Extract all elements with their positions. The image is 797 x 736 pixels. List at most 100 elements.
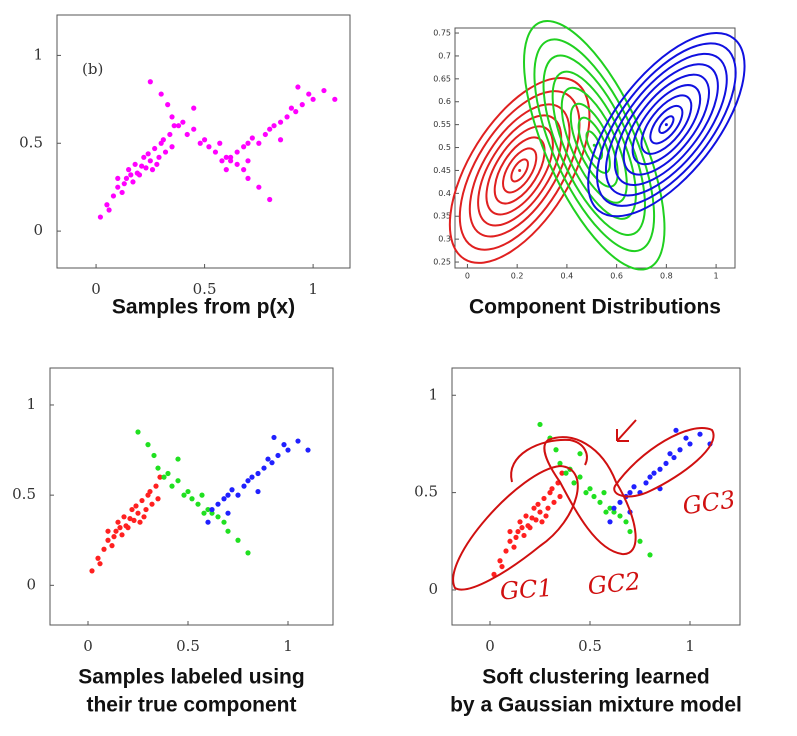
contour — [468, 103, 571, 238]
point — [265, 456, 271, 462]
handwritten-label: GC2 — [586, 567, 641, 600]
point — [119, 189, 125, 196]
point — [156, 154, 162, 160]
point — [154, 161, 160, 167]
point — [551, 499, 557, 505]
y-tick-label: 0 — [33, 221, 43, 239]
chart-title: Samples labeled using — [78, 666, 304, 689]
contour — [613, 63, 719, 187]
point — [306, 91, 312, 97]
point — [169, 144, 175, 150]
point — [623, 519, 629, 525]
point — [223, 167, 229, 173]
point — [199, 492, 205, 498]
point — [143, 506, 149, 513]
point — [131, 517, 137, 523]
point — [229, 487, 235, 493]
contour — [631, 84, 702, 166]
y-tick-label: 0.5 — [438, 143, 451, 152]
point — [603, 509, 609, 515]
x-tick-label: 1 — [308, 280, 318, 298]
y-tick-label: 0.25 — [433, 258, 451, 267]
point — [160, 137, 166, 143]
y-tick-label: 0.45 — [433, 166, 451, 175]
point — [195, 501, 201, 507]
point — [285, 447, 291, 453]
point — [310, 96, 316, 102]
point — [180, 119, 186, 125]
y-tick-label: 0.3 — [438, 235, 451, 244]
point — [687, 441, 693, 447]
point — [651, 470, 657, 476]
point — [529, 515, 535, 521]
point — [499, 563, 505, 570]
point — [135, 510, 141, 516]
point — [533, 517, 539, 523]
point — [321, 87, 327, 94]
point — [225, 510, 231, 516]
point — [129, 506, 135, 513]
point — [281, 442, 287, 448]
contour — [477, 114, 563, 227]
point — [169, 114, 175, 120]
point — [583, 490, 589, 496]
point — [141, 514, 147, 520]
point — [557, 460, 563, 467]
point — [234, 149, 240, 155]
point — [171, 123, 177, 129]
y-tick-label: 0 — [428, 580, 438, 598]
point — [155, 496, 161, 502]
point — [221, 496, 227, 502]
point — [577, 474, 583, 480]
point — [245, 158, 251, 164]
point — [149, 501, 155, 507]
point — [571, 480, 577, 486]
point — [139, 497, 145, 504]
contour — [569, 102, 619, 188]
point — [523, 513, 529, 519]
point — [255, 488, 261, 495]
point — [158, 91, 164, 97]
point — [127, 515, 133, 522]
point — [219, 158, 225, 164]
point — [511, 544, 517, 550]
y-tick-label: 1 — [33, 45, 43, 63]
chart-title: Soft clustering learned — [482, 666, 710, 689]
chart-title: Component Distributions — [469, 296, 721, 319]
point — [541, 495, 547, 502]
point — [275, 452, 281, 459]
contour — [502, 147, 538, 194]
point — [545, 505, 551, 511]
panel-label: (b) — [82, 60, 103, 78]
point — [671, 454, 677, 461]
point — [155, 465, 161, 471]
point — [151, 452, 157, 459]
point — [228, 154, 234, 160]
point — [104, 202, 110, 208]
x-tick-label: 0 — [465, 272, 470, 281]
point — [153, 483, 159, 489]
point — [245, 478, 251, 484]
component-mean — [664, 123, 668, 127]
hand-arrow — [616, 419, 637, 442]
point — [673, 427, 679, 433]
x-tick-label: 0.6 — [610, 272, 623, 281]
point — [271, 434, 277, 441]
x-tick-label: 0 — [91, 280, 101, 298]
hand-loop — [452, 464, 579, 591]
point — [637, 538, 643, 544]
point — [249, 135, 255, 141]
point — [217, 140, 223, 146]
y-tick-label: 1 — [428, 385, 438, 403]
point — [539, 519, 545, 525]
point — [299, 102, 305, 108]
contour — [640, 94, 693, 155]
point — [271, 123, 277, 129]
x-tick-label: 0.5 — [176, 637, 200, 655]
point — [110, 193, 117, 199]
point — [115, 519, 121, 525]
point — [587, 486, 593, 492]
contour — [448, 76, 591, 264]
point — [277, 119, 284, 125]
